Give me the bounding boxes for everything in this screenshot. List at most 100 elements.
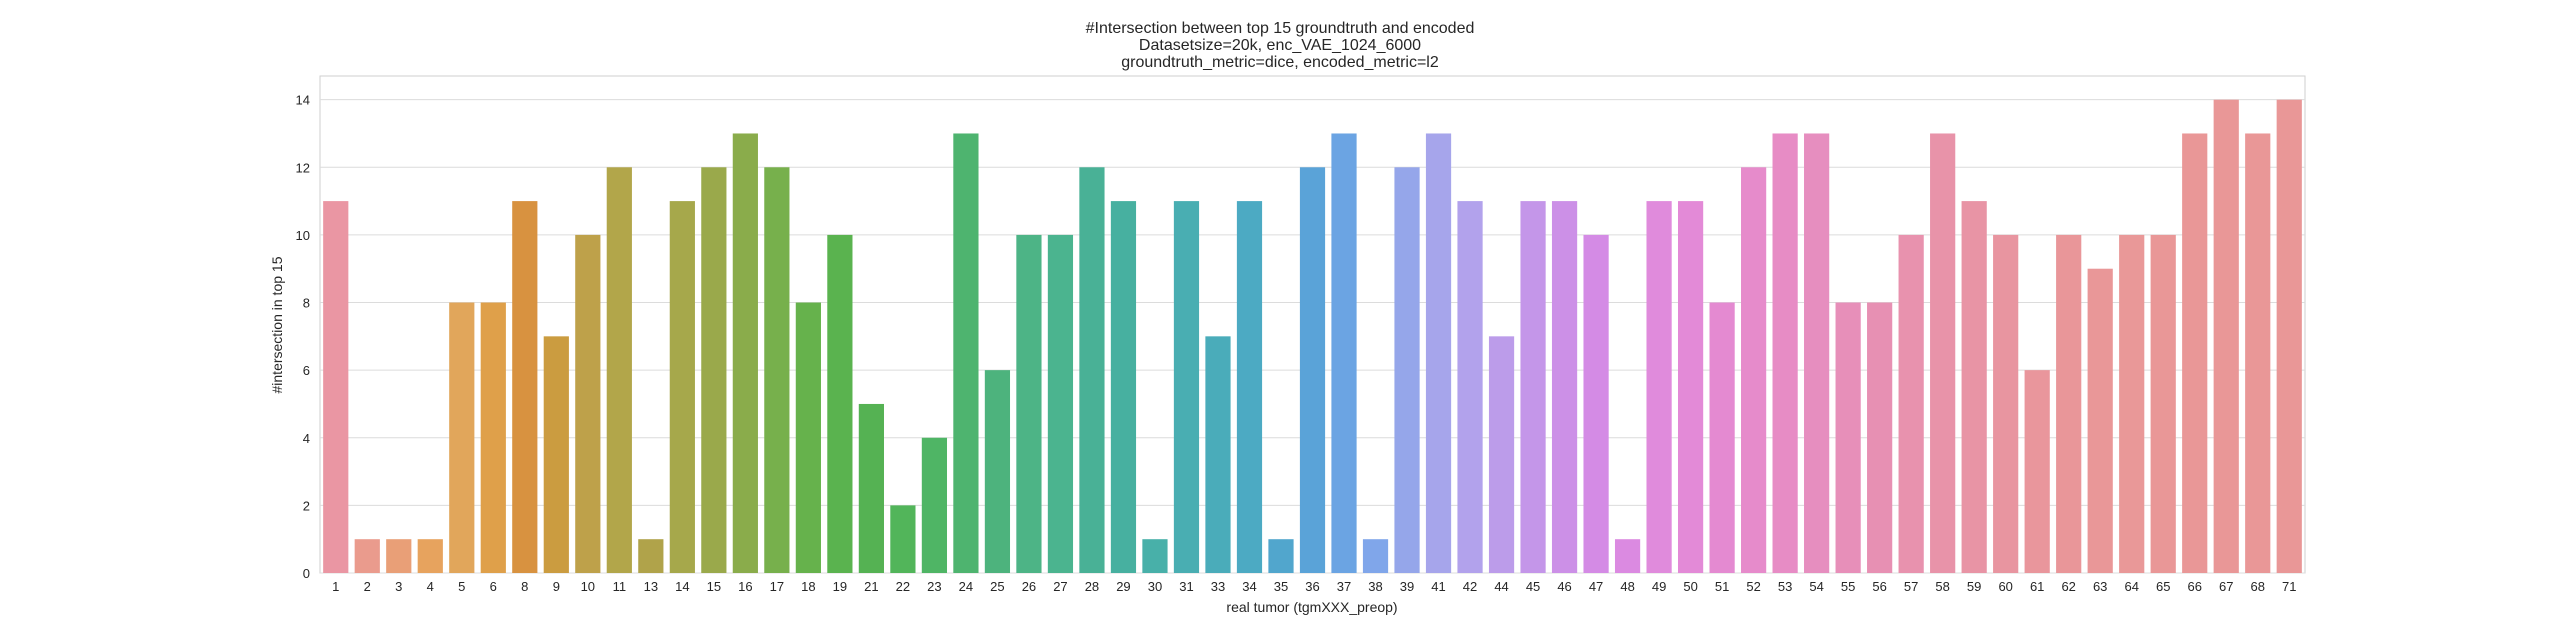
x-tick-label: 51 — [1715, 579, 1729, 594]
bar-66 — [2182, 133, 2208, 573]
x-tick-label: 61 — [2030, 579, 2044, 594]
chart-title: #Intersection between top 15 groundtruth… — [1086, 20, 1475, 71]
x-tick-label: 60 — [1998, 579, 2012, 594]
bar-30 — [1142, 539, 1168, 573]
bar-29 — [1110, 201, 1137, 573]
bar-53 — [1772, 133, 1798, 573]
bar-22 — [890, 505, 916, 573]
x-tick-label: 29 — [1116, 579, 1130, 594]
bar-11 — [606, 167, 632, 574]
x-axis-label: real tumor (tgmXXX_preop) — [1226, 599, 1397, 615]
x-axis-ticks: 1 2 3 4 5 6 8 9 10 11 13 14 15 16 17 18 19 21 22 23 24 25 26 27… — [332, 579, 2296, 594]
bar-35 — [1268, 539, 1294, 573]
bar-25 — [984, 370, 1011, 573]
bar-39 — [1394, 167, 1420, 574]
x-tick-label: 36 — [1305, 579, 1319, 594]
bar-34 — [1236, 201, 1263, 573]
x-tick-label: 15 — [707, 579, 721, 594]
bar-60 — [1993, 234, 2019, 573]
x-tick-label: 22 — [896, 579, 910, 594]
bar-10 — [575, 234, 601, 573]
x-tick-label: 31 — [1179, 579, 1193, 594]
bar-8 — [512, 201, 538, 573]
bar-17 — [764, 167, 790, 574]
x-tick-label: 4 — [427, 579, 434, 594]
y-tick-label: 4 — [303, 431, 310, 446]
bar-49 — [1646, 201, 1672, 573]
bar-64 — [2119, 234, 2145, 573]
x-tick-label: 65 — [2156, 579, 2170, 594]
x-tick-label: 18 — [801, 579, 815, 594]
x-tick-label: 37 — [1337, 579, 1351, 594]
bar-38 — [1362, 539, 1389, 573]
bar-5 — [449, 302, 475, 573]
bar-27 — [1047, 234, 1074, 573]
bar-58 — [1930, 133, 1956, 573]
x-tick-label: 11 — [613, 579, 627, 594]
bar-26 — [1016, 234, 1042, 573]
x-tick-label: 42 — [1463, 579, 1477, 594]
bar-50 — [1677, 201, 1704, 573]
x-tick-label: 21 — [864, 579, 878, 594]
x-tick-label: 10 — [581, 579, 595, 594]
x-tick-label: 19 — [833, 579, 847, 594]
x-tick-label: 41 — [1431, 579, 1445, 594]
x-tick-label: 67 — [2219, 579, 2233, 594]
chart-title-line-1: #Intersection between top 15 groundtruth… — [1086, 20, 1475, 37]
bar-13 — [638, 539, 664, 573]
x-tick-label: 45 — [1526, 579, 1540, 594]
x-tick-label: 46 — [1557, 579, 1571, 594]
bar-41 — [1425, 133, 1452, 573]
bar-42 — [1457, 201, 1483, 573]
x-tick-label: 63 — [2093, 579, 2107, 594]
x-tick-label: 1 — [332, 579, 339, 594]
bar-47 — [1583, 234, 1609, 573]
x-tick-label: 6 — [490, 579, 497, 594]
x-tick-label: 50 — [1683, 579, 1697, 594]
bar-28 — [1079, 167, 1105, 574]
bar-14 — [669, 201, 695, 573]
bar-16 — [732, 133, 758, 573]
bar-3 — [386, 539, 412, 573]
bar-48 — [1614, 539, 1641, 573]
bar-4 — [417, 539, 443, 573]
bars — [323, 99, 2302, 574]
bar-37 — [1331, 133, 1357, 573]
bar-24 — [953, 133, 979, 573]
bar-1 — [323, 201, 349, 573]
x-tick-label: 66 — [2187, 579, 2201, 594]
y-tick-label: 0 — [303, 566, 310, 581]
bar-63 — [2087, 268, 2113, 573]
x-tick-label: 62 — [2061, 579, 2075, 594]
x-tick-label: 27 — [1053, 579, 1067, 594]
x-tick-label: 71 — [2282, 579, 2296, 594]
x-tick-label: 33 — [1211, 579, 1225, 594]
bar-68 — [2245, 133, 2271, 573]
x-tick-label: 16 — [738, 579, 752, 594]
bar-55 — [1835, 302, 1861, 573]
x-tick-label: 30 — [1148, 579, 1162, 594]
y-axis-ticks: 0 2 4 6 8 10 12 14 — [296, 93, 310, 581]
x-tick-label: 26 — [1022, 579, 1036, 594]
x-tick-label: 54 — [1809, 579, 1823, 594]
x-tick-label: 28 — [1085, 579, 1099, 594]
bar-6 — [480, 302, 506, 573]
x-tick-label: 48 — [1620, 579, 1634, 594]
x-tick-label: 56 — [1872, 579, 1886, 594]
chart-title-line-3: groundtruth_metric=dice, encoded_metric=… — [1121, 54, 1439, 71]
chart-title-line-2: Datasetsize=20k, enc_VAE_1024_6000 — [1139, 37, 1421, 54]
x-tick-label: 59 — [1967, 579, 1981, 594]
bar-52 — [1741, 167, 1767, 574]
x-tick-label: 52 — [1746, 579, 1760, 594]
x-tick-label: 5 — [458, 579, 465, 594]
x-tick-label: 38 — [1368, 579, 1382, 594]
bar-67 — [2213, 99, 2239, 574]
x-tick-label: 3 — [395, 579, 402, 594]
x-tick-label: 39 — [1400, 579, 1414, 594]
bar-18 — [795, 302, 821, 573]
bar-2 — [354, 539, 380, 573]
bar-36 — [1299, 167, 1326, 574]
y-tick-label: 6 — [303, 363, 310, 378]
y-tick-label: 12 — [296, 160, 310, 175]
